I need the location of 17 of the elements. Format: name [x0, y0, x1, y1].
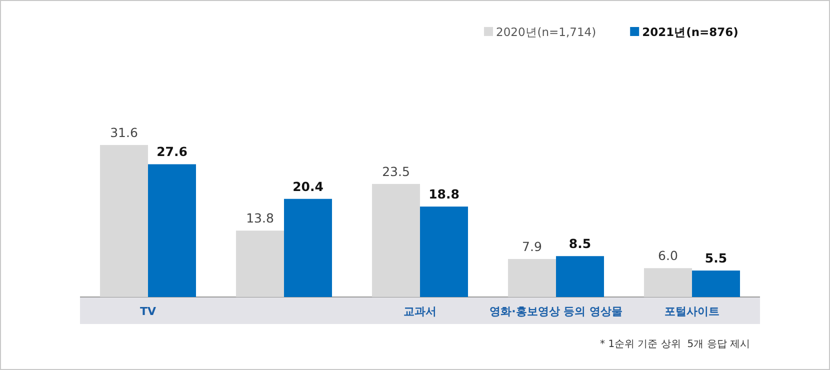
data-label: 7.9 — [522, 239, 542, 254]
legend-label: 2020년(n=1,714) — [496, 25, 596, 39]
x-tick-label: 영화·홍보영상 등의 영상물 — [490, 305, 622, 318]
data-label: 6.0 — [658, 248, 678, 264]
data-label: 20.4 — [292, 178, 324, 194]
data-label: 23.5 — [382, 164, 410, 179]
data-label: 31.6 — [110, 125, 138, 140]
data-label: 18.8 — [428, 186, 460, 202]
data-label: 5.5 — [704, 250, 728, 266]
x-tick-label: 포털사이트 — [664, 305, 720, 318]
x-tick-label: 교과서 — [404, 305, 436, 318]
data-label: 27.6 — [156, 144, 188, 160]
text: * 1순위 기준 상위 5개 응답 제시 — [600, 339, 750, 350]
data-label: 8.5 — [568, 236, 592, 252]
data-label: 13.8 — [246, 210, 274, 226]
legend-label: 2021년(n=876) — [642, 25, 738, 39]
x-tick-label: TV — [140, 305, 156, 318]
